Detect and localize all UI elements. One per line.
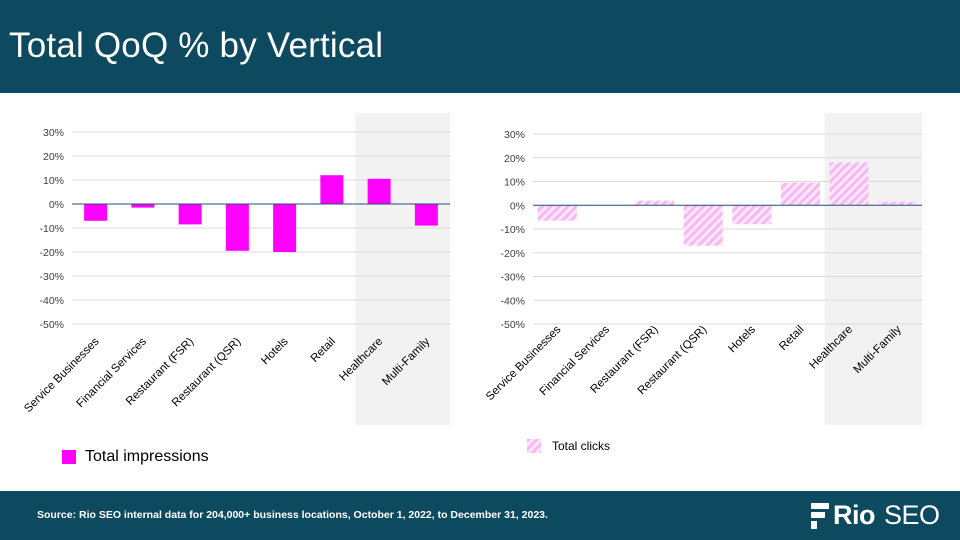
- brand-logo: Rio SEO: [811, 500, 946, 531]
- y-tick-label: 0%: [49, 199, 64, 211]
- highlight-band: [355, 113, 450, 425]
- x-tick-label: Retail: [309, 336, 338, 365]
- bar-impressions: [320, 175, 344, 204]
- rio-seo-logo-icon: [811, 503, 829, 529]
- legend-clicks: Total clicks: [527, 439, 610, 453]
- y-tick-label: -10%: [39, 223, 64, 235]
- y-tick-label: -30%: [500, 272, 525, 284]
- y-tick-label: 20%: [43, 151, 64, 163]
- y-tick-label: 10%: [43, 175, 64, 187]
- y-tick-label: -30%: [39, 271, 64, 283]
- bar-clicks: [829, 162, 869, 206]
- bar-clicks: [732, 205, 772, 225]
- header-bar: Total QoQ % by Vertical: [0, 0, 960, 93]
- legend-label-impressions: Total impressions: [85, 448, 209, 465]
- bar-impressions: [273, 204, 297, 252]
- legend-swatch-impressions: [62, 450, 76, 464]
- bar-impressions: [367, 178, 391, 204]
- x-tick-label: Hotels: [259, 335, 291, 367]
- y-tick-label: 10%: [504, 177, 525, 189]
- y-tick-label: 0%: [510, 200, 525, 212]
- highlight-band: [824, 113, 922, 425]
- y-tick-label: -10%: [500, 224, 525, 236]
- legend-label-clicks: Total clicks: [552, 439, 611, 453]
- bar-impressions: [225, 204, 249, 251]
- y-tick-label: -50%: [500, 319, 525, 331]
- bar-impressions: [84, 204, 108, 221]
- x-tick-label: Hotels: [726, 323, 758, 355]
- y-tick-label: -40%: [39, 295, 64, 307]
- y-tick-label: 30%: [43, 127, 64, 139]
- bar-clicks: [537, 205, 577, 221]
- logo-text-rio: Rio: [833, 500, 876, 530]
- bar-impressions: [131, 204, 155, 208]
- bar-impressions: [414, 204, 438, 226]
- bar-clicks: [683, 205, 723, 246]
- chart-impressions: 30%20%10%0%-10%-20%-30%-40%-50%Service B…: [22, 113, 450, 425]
- bar-clicks: [780, 182, 820, 206]
- y-tick-label: -20%: [39, 247, 64, 259]
- source-note: Source: Rio SEO internal data for 204,00…: [37, 509, 548, 521]
- y-tick-label: 20%: [504, 153, 525, 165]
- bar-clicks: [878, 201, 918, 206]
- x-tick-label: Retail: [777, 324, 806, 353]
- chart-clicks: 30%20%10%0%-10%-20%-30%-40%-50%Service B…: [484, 113, 922, 425]
- bar-clicks: [635, 200, 675, 206]
- y-tick-label: 30%: [504, 129, 525, 141]
- logo-text-seo: SEO: [884, 500, 940, 530]
- y-tick-label: -40%: [500, 295, 525, 307]
- legend-impressions: Total impressions: [62, 448, 209, 466]
- legend-swatch-clicks: [527, 439, 541, 453]
- bar-impressions: [178, 204, 202, 225]
- footer-bar: Source: Rio SEO internal data for 204,00…: [0, 491, 960, 540]
- page-title: Total QoQ % by Vertical: [9, 26, 384, 65]
- y-tick-label: -50%: [39, 319, 64, 331]
- y-tick-label: -20%: [500, 248, 525, 260]
